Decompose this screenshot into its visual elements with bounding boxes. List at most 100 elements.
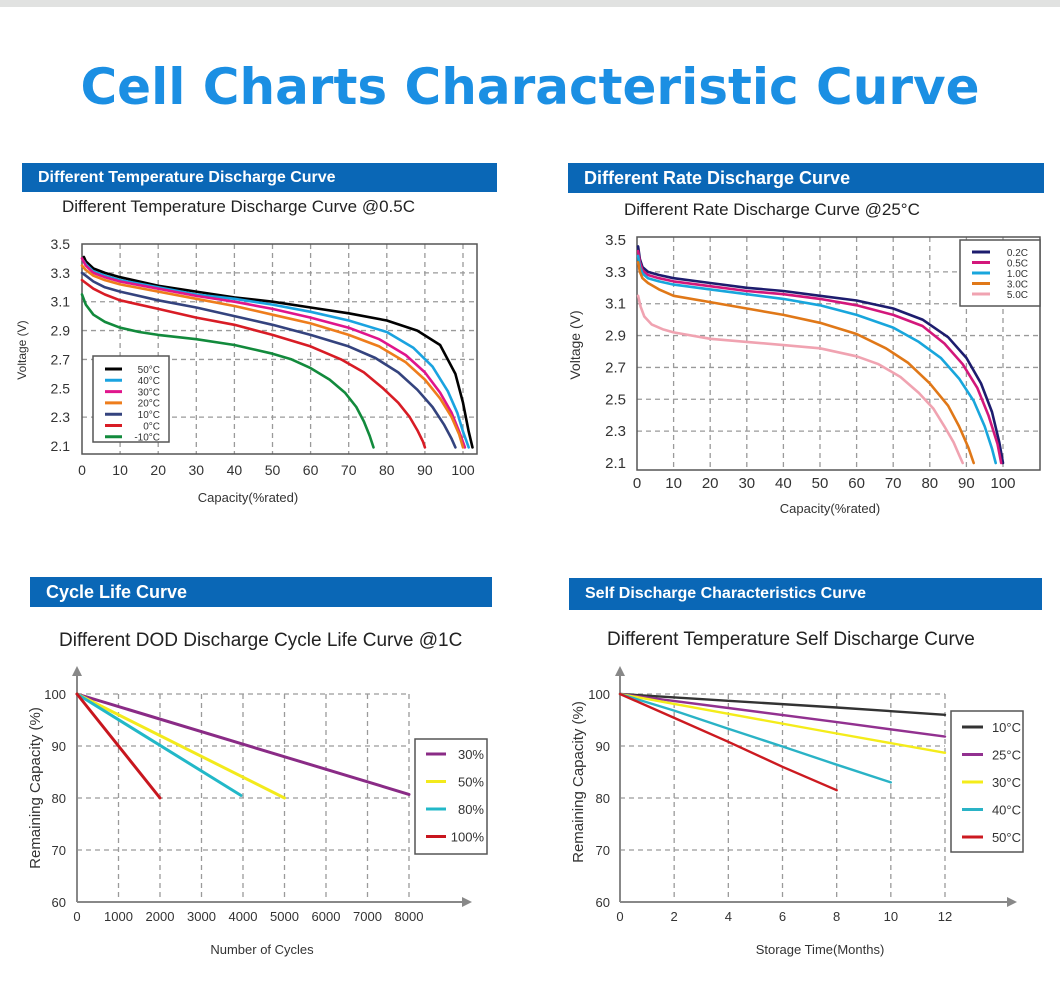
legend-label: 40°C bbox=[992, 802, 1021, 817]
series-line-3.0c bbox=[636, 260, 976, 465]
x-tick-label: 6000 bbox=[312, 909, 341, 924]
series-line-20c bbox=[80, 264, 465, 449]
y-axis-arrow-icon bbox=[615, 666, 625, 676]
panel-header-rate-discharge: Different Rate Discharge Curve bbox=[568, 163, 1044, 193]
legend-label: 10°C bbox=[138, 410, 160, 421]
y-axis-label: Remaining Capacity (%) bbox=[570, 701, 587, 863]
x-axis-label: Capacity(%rated) bbox=[198, 490, 298, 505]
x-axis-label: Number of Cycles bbox=[210, 942, 314, 957]
panel-header-cycle-life: Cycle Life Curve bbox=[30, 577, 492, 607]
x-tick-label: 40 bbox=[227, 462, 243, 478]
x-axis-label: Storage Time(Months) bbox=[756, 942, 885, 957]
x-tick-label: 50 bbox=[812, 475, 829, 492]
x-tick-label: 90 bbox=[958, 475, 975, 492]
y-tick-label: 3.5 bbox=[605, 232, 626, 249]
x-tick-label: 70 bbox=[885, 475, 902, 492]
series-line-10c bbox=[618, 692, 947, 716]
y-tick-label: 2.1 bbox=[51, 438, 71, 454]
x-tick-label: 3000 bbox=[187, 909, 216, 924]
legend-label: 3.0C bbox=[1007, 279, 1028, 290]
plot-frame bbox=[636, 236, 1041, 471]
series-line-0c bbox=[80, 278, 427, 449]
x-tick-label: 0 bbox=[78, 462, 86, 478]
legend-label: 0.2C bbox=[1007, 248, 1028, 259]
x-tick-label: 20 bbox=[150, 462, 166, 478]
x-tick-label: 0 bbox=[616, 909, 623, 924]
legend-box bbox=[414, 738, 488, 855]
panel-header-temperature-discharge: Different Temperature Discharge Curve bbox=[22, 163, 497, 192]
panel-header-self-discharge: Self Discharge Characteristics Curve bbox=[569, 578, 1042, 610]
x-tick-label: 100 bbox=[990, 475, 1015, 492]
y-tick-label: 60 bbox=[52, 895, 66, 910]
legend-label: 100% bbox=[451, 829, 485, 844]
y-tick-label: 100 bbox=[588, 687, 610, 702]
chart-subtitle-rate-discharge: Different Rate Discharge Curve @25°C bbox=[624, 200, 920, 219]
legend-label: 10°C bbox=[992, 720, 1021, 735]
legend-label: 25°C bbox=[992, 747, 1021, 762]
series-line--10c bbox=[80, 293, 375, 449]
top-bar bbox=[0, 0, 1060, 7]
x-tick-label: 100 bbox=[451, 462, 475, 478]
y-tick-label: 80 bbox=[52, 791, 66, 806]
series-line-1.0c bbox=[636, 254, 998, 465]
x-tick-label: 6 bbox=[779, 909, 786, 924]
legend-label: 40°C bbox=[138, 376, 160, 387]
legend-label: 5.0C bbox=[1007, 290, 1028, 301]
y-tick-label: 2.9 bbox=[51, 323, 71, 339]
x-tick-label: 8 bbox=[833, 909, 840, 924]
y-axis-arrow-icon bbox=[72, 666, 82, 676]
legend-label: 50°C bbox=[992, 830, 1021, 845]
x-axis-arrow-icon bbox=[462, 897, 472, 907]
y-tick-label: 100 bbox=[44, 687, 66, 702]
x-axis-label: Capacity(%rated) bbox=[780, 501, 880, 516]
y-tick-label: 70 bbox=[52, 843, 66, 858]
series-line-100 bbox=[75, 692, 162, 800]
y-tick-label: 2.5 bbox=[51, 380, 71, 396]
y-tick-label: 2.7 bbox=[51, 351, 71, 367]
x-tick-label: 4000 bbox=[229, 909, 258, 924]
chart-subtitle-self-discharge: Different Temperature Self Discharge Cur… bbox=[607, 629, 975, 650]
x-tick-label: 4 bbox=[725, 909, 732, 924]
series-line-30c bbox=[618, 692, 947, 754]
y-tick-label: 2.5 bbox=[605, 391, 626, 408]
legend-label: 50°C bbox=[138, 365, 160, 376]
legend-label: 30% bbox=[458, 747, 484, 762]
x-tick-label: 5000 bbox=[270, 909, 299, 924]
x-tick-label: 60 bbox=[848, 475, 865, 492]
x-tick-label: 1000 bbox=[104, 909, 133, 924]
plot-frame bbox=[81, 243, 478, 455]
legend-label: 0.5C bbox=[1007, 258, 1028, 269]
x-tick-label: 10 bbox=[665, 475, 682, 492]
x-tick-label: 30 bbox=[189, 462, 205, 478]
series-line-10c bbox=[80, 271, 457, 449]
y-tick-label: 2.1 bbox=[605, 455, 626, 472]
series-line-0.5c bbox=[636, 249, 1003, 465]
series-line-5.0c bbox=[636, 294, 965, 465]
x-tick-label: 20 bbox=[702, 475, 719, 492]
y-tick-label: 3.1 bbox=[51, 294, 71, 310]
legend-label: 80% bbox=[458, 802, 484, 817]
series-line-30c bbox=[80, 257, 467, 449]
y-tick-label: 3.3 bbox=[605, 264, 626, 281]
legend-label: 30°C bbox=[992, 775, 1021, 790]
legend-label: 1.0C bbox=[1007, 269, 1028, 280]
x-tick-label: 2 bbox=[671, 909, 678, 924]
y-tick-label: 2.7 bbox=[605, 359, 626, 376]
y-axis-label: Voltage (V) bbox=[567, 310, 583, 379]
legend-label: 20°C bbox=[138, 399, 160, 410]
y-tick-label: 60 bbox=[596, 895, 610, 910]
series-line-50c bbox=[618, 692, 838, 792]
x-tick-label: 10 bbox=[884, 909, 898, 924]
y-tick-label: 2.3 bbox=[605, 423, 626, 440]
legend-label: 30°C bbox=[138, 387, 160, 398]
x-tick-label: 80 bbox=[379, 462, 395, 478]
y-tick-label: 3.3 bbox=[51, 265, 71, 281]
x-tick-label: 80 bbox=[921, 475, 938, 492]
series-line-80 bbox=[75, 692, 243, 797]
chart-subtitle-temperature-discharge: Different Temperature Discharge Curve @0… bbox=[62, 197, 416, 216]
x-tick-label: 30 bbox=[738, 475, 755, 492]
x-tick-label: 8000 bbox=[395, 909, 424, 924]
